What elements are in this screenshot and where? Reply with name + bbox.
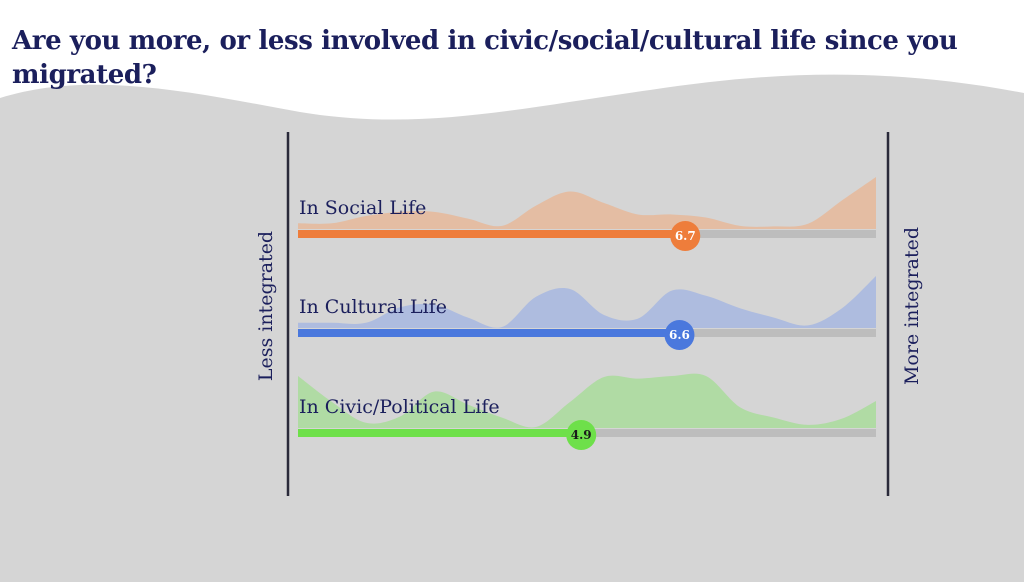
value-marker-in-social-life <box>670 221 701 251</box>
value-label-in-civic-political-life: 4.9 <box>571 428 592 442</box>
less-integrated-label: Less integrated <box>255 231 277 381</box>
distribution-in-cultural-life <box>298 276 876 328</box>
value-marker-in-cultural-life <box>664 320 695 350</box>
distribution-in-social-life <box>298 177 876 229</box>
distribution-in-civic-political-life <box>298 373 876 428</box>
row-label-in-social-life: In Social Life <box>299 197 426 219</box>
row-label-in-cultural-life: In Cultural Life <box>299 296 447 318</box>
bar-in-cultural-life <box>298 329 680 337</box>
value-marker-in-civic-political-life <box>566 420 597 450</box>
more-integrated-label: More integrated <box>901 227 923 385</box>
chart-rows: In Social Life 6.7 In Cultural Life 6.6 In C… <box>298 177 876 450</box>
bar-in-social-life <box>298 230 686 238</box>
background-wave <box>0 74 1024 582</box>
row-label-in-civic-political-life: In Civic/Political Life <box>299 396 500 418</box>
value-label-in-cultural-life: 6.6 <box>669 328 690 342</box>
value-label-in-social-life: 6.7 <box>675 229 696 243</box>
chart-title: Are you more, or less involved in civic/… <box>12 26 958 90</box>
bar-in-civic-political-life <box>298 429 582 437</box>
